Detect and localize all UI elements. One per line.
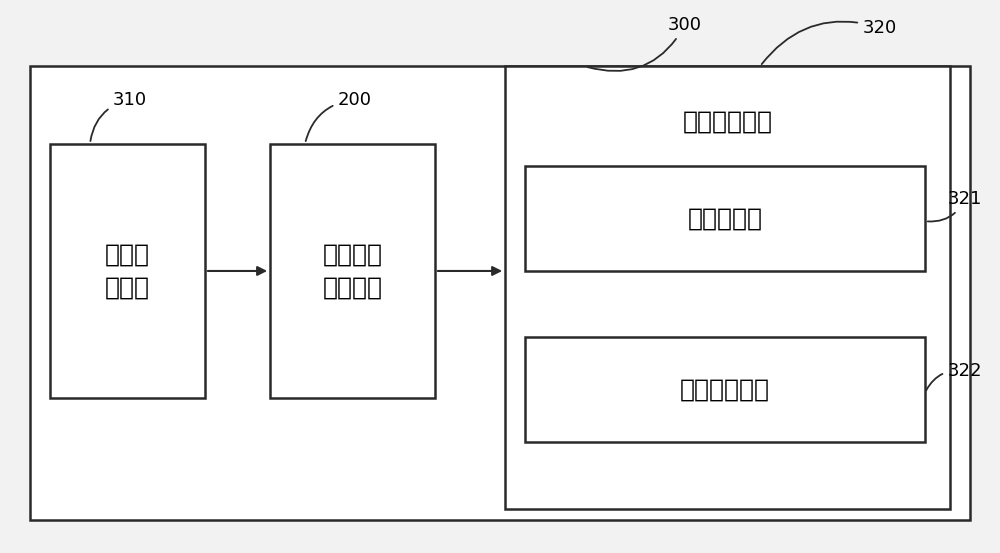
Text: 321: 321 — [928, 190, 982, 222]
Text: 320: 320 — [762, 19, 897, 64]
Text: 310: 310 — [90, 91, 147, 141]
Text: 坐椅激振器: 坐椅激振器 — [688, 206, 763, 231]
Text: 300: 300 — [588, 16, 702, 71]
Bar — [525, 337, 925, 442]
Bar — [50, 144, 205, 398]
Text: 振动提醒单元: 振动提醒单元 — [682, 109, 772, 134]
Bar — [270, 144, 435, 398]
Text: 疲劳驾驶
提醒装置: 疲劳驾驶 提醒装置 — [323, 242, 383, 300]
Text: 方向盘激振器: 方向盘激振器 — [680, 378, 770, 402]
Text: 200: 200 — [306, 91, 372, 141]
Text: 图像采
集单元: 图像采 集单元 — [105, 242, 150, 300]
Bar — [525, 166, 925, 271]
Bar — [30, 66, 970, 520]
Bar — [505, 66, 950, 509]
Text: 322: 322 — [926, 362, 982, 390]
